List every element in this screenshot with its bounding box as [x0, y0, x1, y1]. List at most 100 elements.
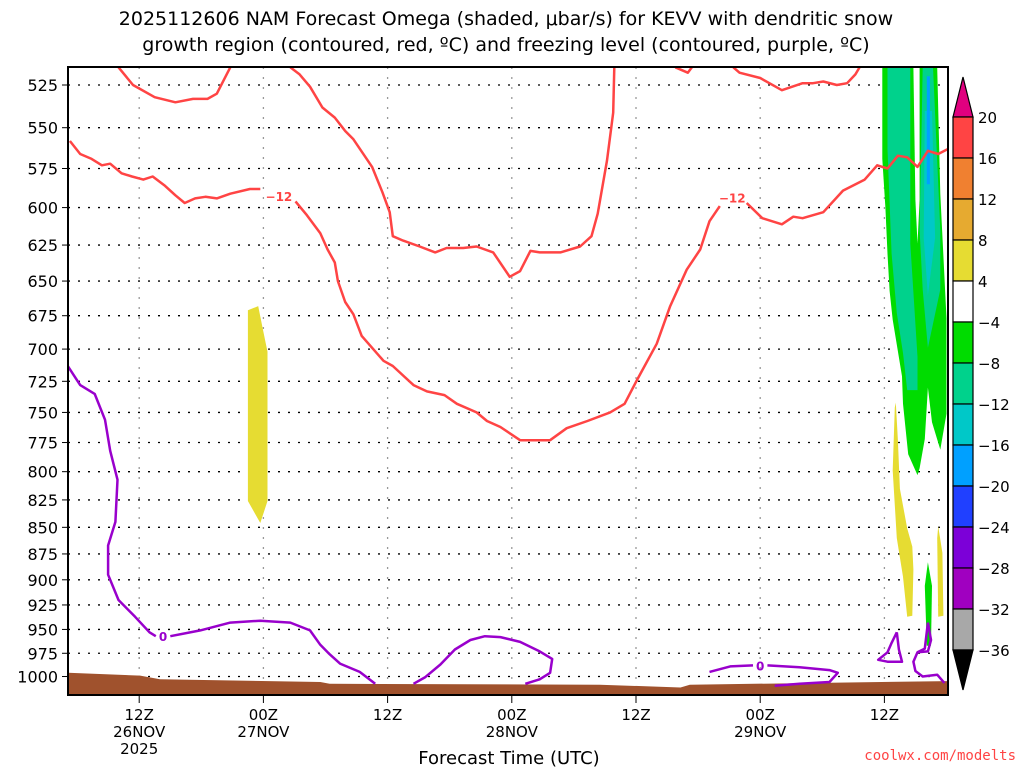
contour-freezing-level-e — [912, 622, 946, 684]
y-tick-label: 525 — [27, 76, 58, 95]
chart-title-line-1: 2025112606 NAM Forecast Omega (shaded, μ… — [119, 8, 893, 30]
contour-dgz-minus12-d2 — [732, 67, 861, 92]
colorbar-label: −20 — [978, 478, 1010, 496]
contour-freezing-level-c2 — [767, 664, 840, 687]
y-tick-label: 950 — [27, 620, 58, 639]
omega-shading — [247, 67, 947, 646]
x-tick-label: 27NOV — [237, 723, 290, 741]
contour-labels: −12 −12 0 0 — [159, 190, 765, 674]
colorbar-swatch — [952, 444, 974, 487]
shaded-region-omega-4-to-8-small — [937, 526, 944, 617]
colorbar-swatch — [952, 403, 974, 446]
x-tick-label: 2025 — [120, 740, 158, 758]
y-tick-label: 925 — [27, 596, 58, 615]
contour-dgz-minus12-d1 — [674, 67, 693, 74]
shaded-region-omega-4-to-8-right — [892, 402, 914, 617]
x-tick-label: 26NOV — [113, 723, 166, 741]
colorbar-label: −16 — [978, 437, 1010, 455]
y-tick-label: 775 — [27, 434, 58, 453]
colorbar-swatch — [952, 157, 974, 200]
contour-dgz-minus12-c — [289, 67, 616, 279]
colorbar-swatch — [952, 239, 974, 282]
colorbar-under-triangle — [952, 649, 974, 691]
colorbar-label: 20 — [978, 109, 997, 127]
contour-freezing-level-f — [916, 622, 930, 654]
colorbar-swatch — [952, 608, 974, 651]
colorbar-label: 16 — [978, 150, 997, 168]
y-tick-label: 700 — [27, 340, 58, 359]
y-tick-label: 725 — [27, 372, 58, 391]
y-tick-label: 650 — [27, 272, 58, 291]
y-axis: 525 550 575 600 625 650 675 700 725 750 775 800 825 8… — [17, 76, 68, 687]
x-tick-label: 12Z — [621, 706, 650, 724]
grid — [68, 67, 948, 695]
colorbar-label: −8 — [978, 355, 1000, 373]
y-tick-label: 750 — [27, 403, 58, 422]
contour-freezing-level-c1 — [709, 664, 754, 674]
x-tick-label: 28NOV — [486, 723, 539, 741]
contour-freezing-level-a1 — [68, 365, 157, 638]
contour-label: −12 — [719, 191, 746, 205]
shaded-region-omega-neg12-to-neg16 — [923, 110, 936, 296]
y-tick-label: 625 — [27, 236, 58, 255]
x-tick-label: 00Z — [249, 706, 278, 724]
y-tick-label: 600 — [27, 199, 58, 218]
colorbar-label: −24 — [978, 519, 1010, 537]
terrain — [68, 672, 948, 695]
shaded-region-omega-neg8-to-neg12-left — [887, 67, 918, 391]
shaded-region-omega-4-to-8-left — [247, 306, 268, 523]
x-tick-label: 12Z — [125, 706, 154, 724]
x-axis-label: Forecast Time (UTC) — [418, 748, 599, 768]
y-tick-label: 550 — [27, 119, 58, 138]
contour-dgz-minus12-a — [117, 67, 232, 104]
colorbar-swatch — [952, 526, 974, 569]
y-tick-label: 1000 — [17, 668, 58, 687]
colorbar-label: 4 — [978, 273, 988, 291]
colorbar-label: −12 — [978, 396, 1010, 414]
colorbar-over-triangle — [952, 76, 974, 118]
credit-text: coolwx.com/modelts — [864, 748, 1016, 764]
x-tick-label: 29NOV — [734, 723, 787, 741]
shaded-region-omega-neg16-to-neg20 — [926, 76, 930, 185]
colorbar-label: −36 — [978, 642, 1010, 660]
x-tick-label: 00Z — [746, 706, 775, 724]
colorbar-swatch — [952, 116, 974, 159]
y-tick-label: 875 — [27, 545, 58, 564]
colorbar-label: −4 — [978, 314, 1000, 332]
contour-label: 0 — [159, 630, 167, 644]
shaded-region-omega-gap — [913, 67, 920, 244]
y-tick-label: 825 — [27, 491, 58, 510]
y-tick-label: 850 — [27, 518, 58, 537]
x-tick-label: 00Z — [497, 706, 526, 724]
contour-dgz-minus12-b2 — [294, 200, 721, 442]
y-tick-label: 800 — [27, 463, 58, 482]
y-tick-label: 675 — [27, 307, 58, 326]
colorbar-swatch — [952, 362, 974, 405]
contour-label: −12 — [266, 190, 293, 204]
contour-freezing-level-a2 — [170, 619, 376, 685]
contour-label: 0 — [756, 659, 764, 673]
colorbar-label: 8 — [978, 232, 988, 250]
contour-freezing-level-d — [876, 631, 904, 663]
y-tick-label: 900 — [27, 571, 58, 590]
colorbar: 20 16 12 8 4 −4 −8 −12 −16 −20 −24 −28 −32 −36 — [952, 76, 1010, 691]
contours — [68, 67, 948, 687]
colorbar-label: −28 — [978, 560, 1010, 578]
colorbar-label: −32 — [978, 601, 1010, 619]
colorbar-label: 12 — [978, 191, 997, 209]
contour-freezing-level-b — [412, 634, 554, 685]
y-tick-label: 975 — [27, 644, 58, 663]
chart-title-line-2: growth region (contoured, red, ºC) and f… — [142, 34, 869, 56]
colorbar-swatch — [952, 321, 974, 364]
colorbar-swatch — [952, 567, 974, 610]
x-tick-label: 12Z — [870, 706, 899, 724]
y-tick-label: 575 — [27, 160, 58, 179]
colorbar-swatch — [952, 485, 974, 528]
contour-dgz-minus12-b3 — [745, 148, 948, 226]
colorbar-swatch — [952, 198, 974, 241]
x-tick-label: 12Z — [373, 706, 402, 724]
colorbar-swatch — [952, 280, 974, 323]
terrain-surface — [68, 672, 948, 695]
